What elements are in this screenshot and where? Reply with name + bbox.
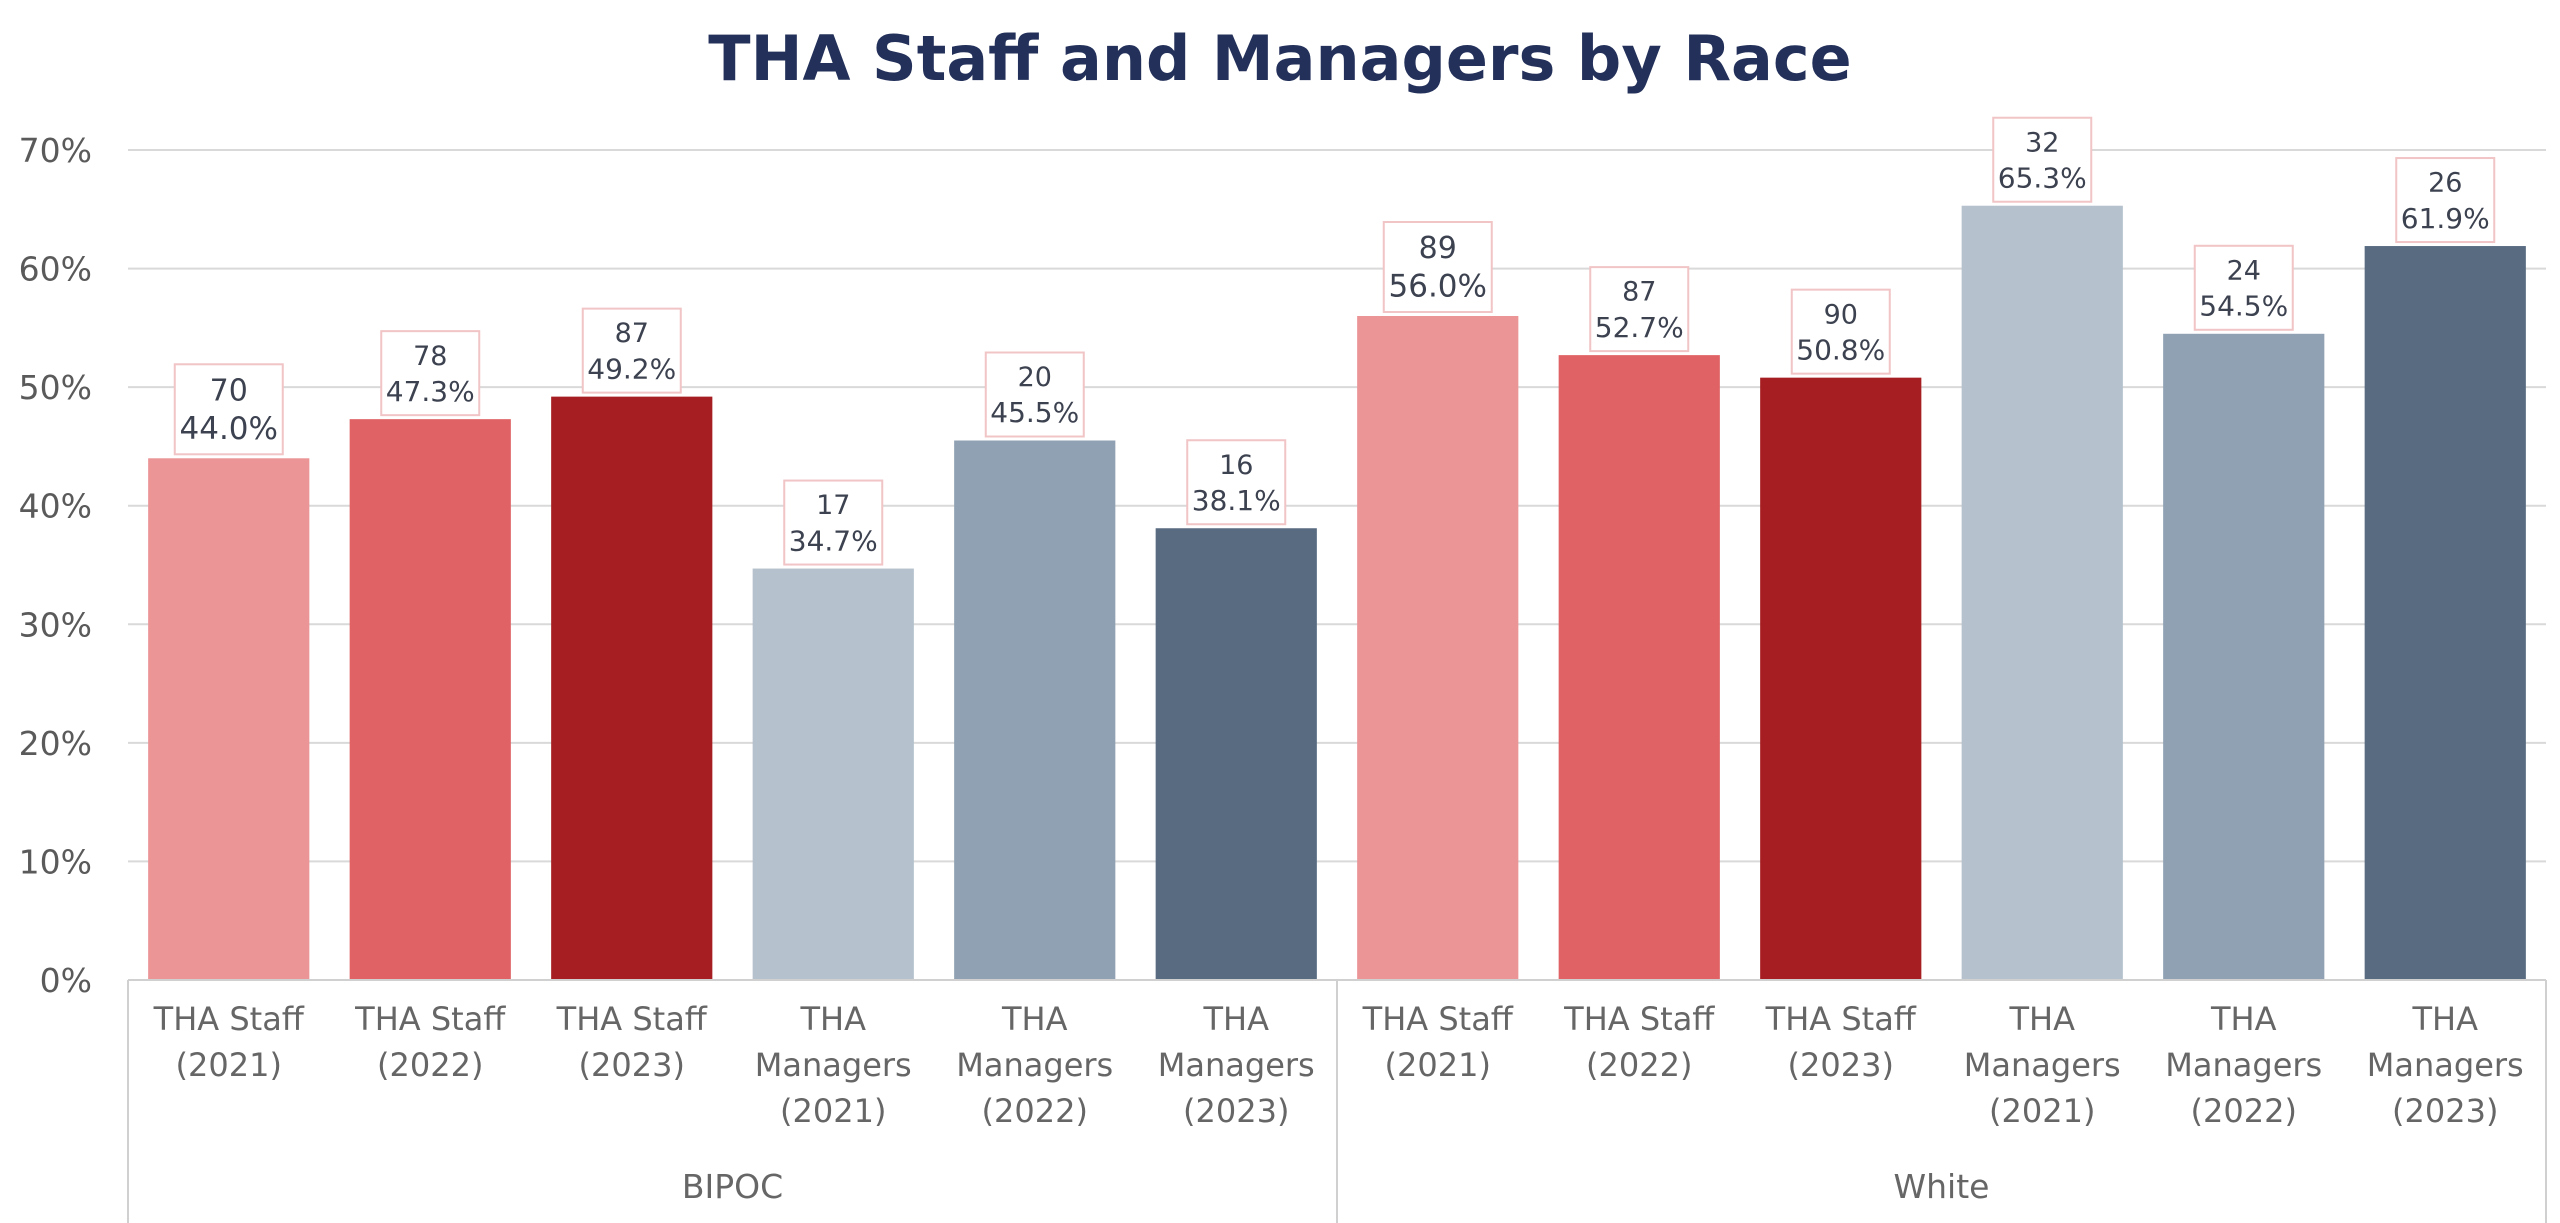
- category-label: THA Staff: [1765, 1000, 1917, 1038]
- data-label-count: 89: [1419, 231, 1457, 266]
- category-label: Managers: [1964, 1046, 2121, 1084]
- bar: [1961, 205, 2123, 980]
- data-label-count: 87: [615, 318, 649, 349]
- category-axis: [127, 979, 2547, 1223]
- y-tick-label: 30%: [19, 605, 92, 644]
- category-label: THA Staff: [1362, 1000, 1514, 1038]
- bar: [752, 568, 914, 980]
- chart-title: THA Staff and Managers by Race: [708, 22, 1852, 95]
- category-label: (2021): [1385, 1046, 1491, 1084]
- bar: [551, 396, 713, 981]
- data-label-box: [984, 351, 1085, 438]
- y-tick-label: 40%: [19, 487, 92, 526]
- data-label-box: [173, 363, 284, 456]
- data-label-box: [1992, 116, 2093, 203]
- data-label-percent: 54.5%: [2199, 290, 2288, 323]
- y-tick-label: 0%: [40, 961, 92, 1000]
- category-label: THA: [1001, 1000, 1068, 1038]
- data-label-box: [380, 330, 481, 417]
- data-label-box: [2395, 157, 2496, 244]
- category-label: Managers: [956, 1046, 1113, 1084]
- data-label-count: 32: [2025, 127, 2059, 158]
- data-label-percent: 52.7%: [1595, 311, 1684, 344]
- data-label-percent: 50.8%: [1796, 333, 1885, 366]
- bar: [2364, 246, 2526, 981]
- data-label-box: [2193, 244, 2294, 331]
- data-label-percent: 34.7%: [789, 524, 878, 557]
- category-label: (2023): [2392, 1092, 2498, 1130]
- category-label: (2023): [1788, 1046, 1894, 1084]
- y-tick-label: 60%: [19, 250, 92, 289]
- data-label-box: [783, 479, 884, 566]
- group-label: BIPOC: [682, 1167, 783, 1206]
- data-label-percent: 47.3%: [386, 375, 475, 408]
- data-label-count: 17: [816, 490, 850, 521]
- category-label: (2023): [1183, 1092, 1289, 1130]
- category-label: THA: [2412, 1000, 2479, 1038]
- data-label-count: 16: [1219, 450, 1253, 481]
- category-label: THA Staff: [1563, 1000, 1715, 1038]
- group-labels: BIPOC White: [682, 1167, 1990, 1206]
- y-tick-label: 20%: [19, 724, 92, 763]
- data-label-box: [1790, 288, 1891, 375]
- data-label-percent: 56.0%: [1389, 269, 1487, 305]
- bar: [148, 458, 310, 980]
- bar: [1558, 355, 1720, 981]
- data-label-box: [1382, 221, 1493, 313]
- category-label: Managers: [2165, 1046, 2322, 1084]
- data-labels: 7044.0%7847.3%8749.2%1734.7%2045.5%1638.…: [173, 116, 2496, 566]
- category-label: THA Staff: [354, 1000, 506, 1038]
- data-label-count: 87: [1622, 277, 1656, 308]
- data-label-count: 78: [413, 341, 447, 372]
- y-tick-label: 10%: [19, 842, 92, 881]
- category-labels: THA Staff (2021) THA Staff (2022) THA Staff (…: [153, 1000, 2524, 1130]
- category-label: THA: [1203, 1000, 1270, 1038]
- category-label: (2022): [982, 1092, 1088, 1130]
- data-label-box: [581, 307, 682, 394]
- y-axis-tick-labels: 0% 10% 20% 30% 40% 50% 60% 70%: [19, 131, 92, 1000]
- data-label-count: 20: [1018, 362, 1052, 393]
- data-label-box: [1186, 439, 1287, 526]
- group-label: White: [1894, 1167, 1990, 1206]
- data-label-count: 24: [2227, 255, 2261, 286]
- category-label: THA Staff: [153, 1000, 305, 1038]
- gridlines: [128, 149, 2546, 863]
- category-label: (2021): [176, 1046, 282, 1084]
- bar: [1760, 377, 1922, 981]
- category-label: (2021): [780, 1092, 886, 1130]
- bar: [1357, 316, 1519, 980]
- data-label-count: 90: [1824, 299, 1858, 330]
- data-label-percent: 45.5%: [990, 396, 1079, 429]
- data-label-percent: 65.3%: [1998, 161, 2087, 194]
- bar: [954, 440, 1116, 980]
- bar: [1155, 528, 1317, 980]
- category-label: Managers: [1158, 1046, 1315, 1084]
- bar: [2163, 333, 2325, 980]
- category-label: (2023): [579, 1046, 685, 1084]
- category-label: (2022): [2191, 1092, 2297, 1130]
- category-label: THA Staff: [556, 1000, 708, 1038]
- data-label-percent: 38.1%: [1192, 484, 1281, 517]
- data-label-count: 26: [2428, 168, 2462, 199]
- y-tick-label: 50%: [19, 368, 92, 407]
- category-label: (2022): [1586, 1046, 1692, 1084]
- data-label-percent: 61.9%: [2401, 202, 2490, 235]
- category-label: (2022): [377, 1046, 483, 1084]
- category-label: Managers: [2367, 1046, 2524, 1084]
- bar: [349, 419, 511, 981]
- category-label: Managers: [755, 1046, 912, 1084]
- category-label: THA: [2210, 1000, 2277, 1038]
- data-label-percent: 49.2%: [587, 352, 676, 385]
- category-label: THA: [800, 1000, 867, 1038]
- data-label-box: [1589, 266, 1690, 353]
- y-tick-label: 70%: [19, 131, 92, 170]
- data-label-count: 70: [210, 373, 248, 408]
- bars: [148, 205, 2526, 981]
- data-label-percent: 44.0%: [180, 411, 278, 447]
- category-label: (2021): [1989, 1092, 2095, 1130]
- category-label: THA: [2009, 1000, 2076, 1038]
